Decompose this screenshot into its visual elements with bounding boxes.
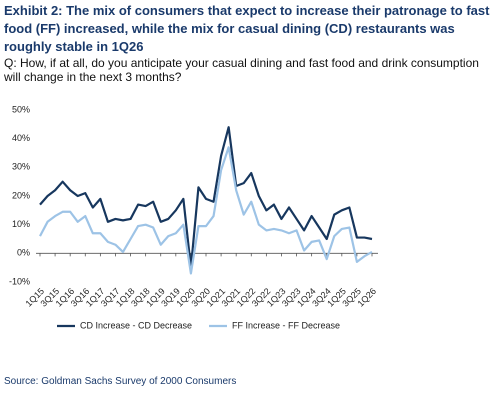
y-tick-label: -10% <box>9 276 30 286</box>
legend-label: CD Increase - CD Decrease <box>80 320 192 330</box>
chart-subtitle: Q: How, if at all, do you anticipate you… <box>4 56 479 84</box>
source-note: Source: Goldman Sachs Survey of 2000 Con… <box>4 376 237 387</box>
y-tick-label: 10% <box>12 219 30 229</box>
y-tick-label: 50% <box>12 104 30 114</box>
series-line <box>39 126 373 269</box>
y-tick-label: 20% <box>12 190 30 200</box>
chart-title: Exhibit 2: The mix of consumers that exp… <box>4 3 490 54</box>
series-line <box>39 146 373 275</box>
y-tick-label: 40% <box>12 133 30 143</box>
y-tick-label: 30% <box>12 162 30 172</box>
y-tick-label: 0% <box>17 248 30 258</box>
legend-label: FF Increase - FF Decrease <box>232 320 340 330</box>
